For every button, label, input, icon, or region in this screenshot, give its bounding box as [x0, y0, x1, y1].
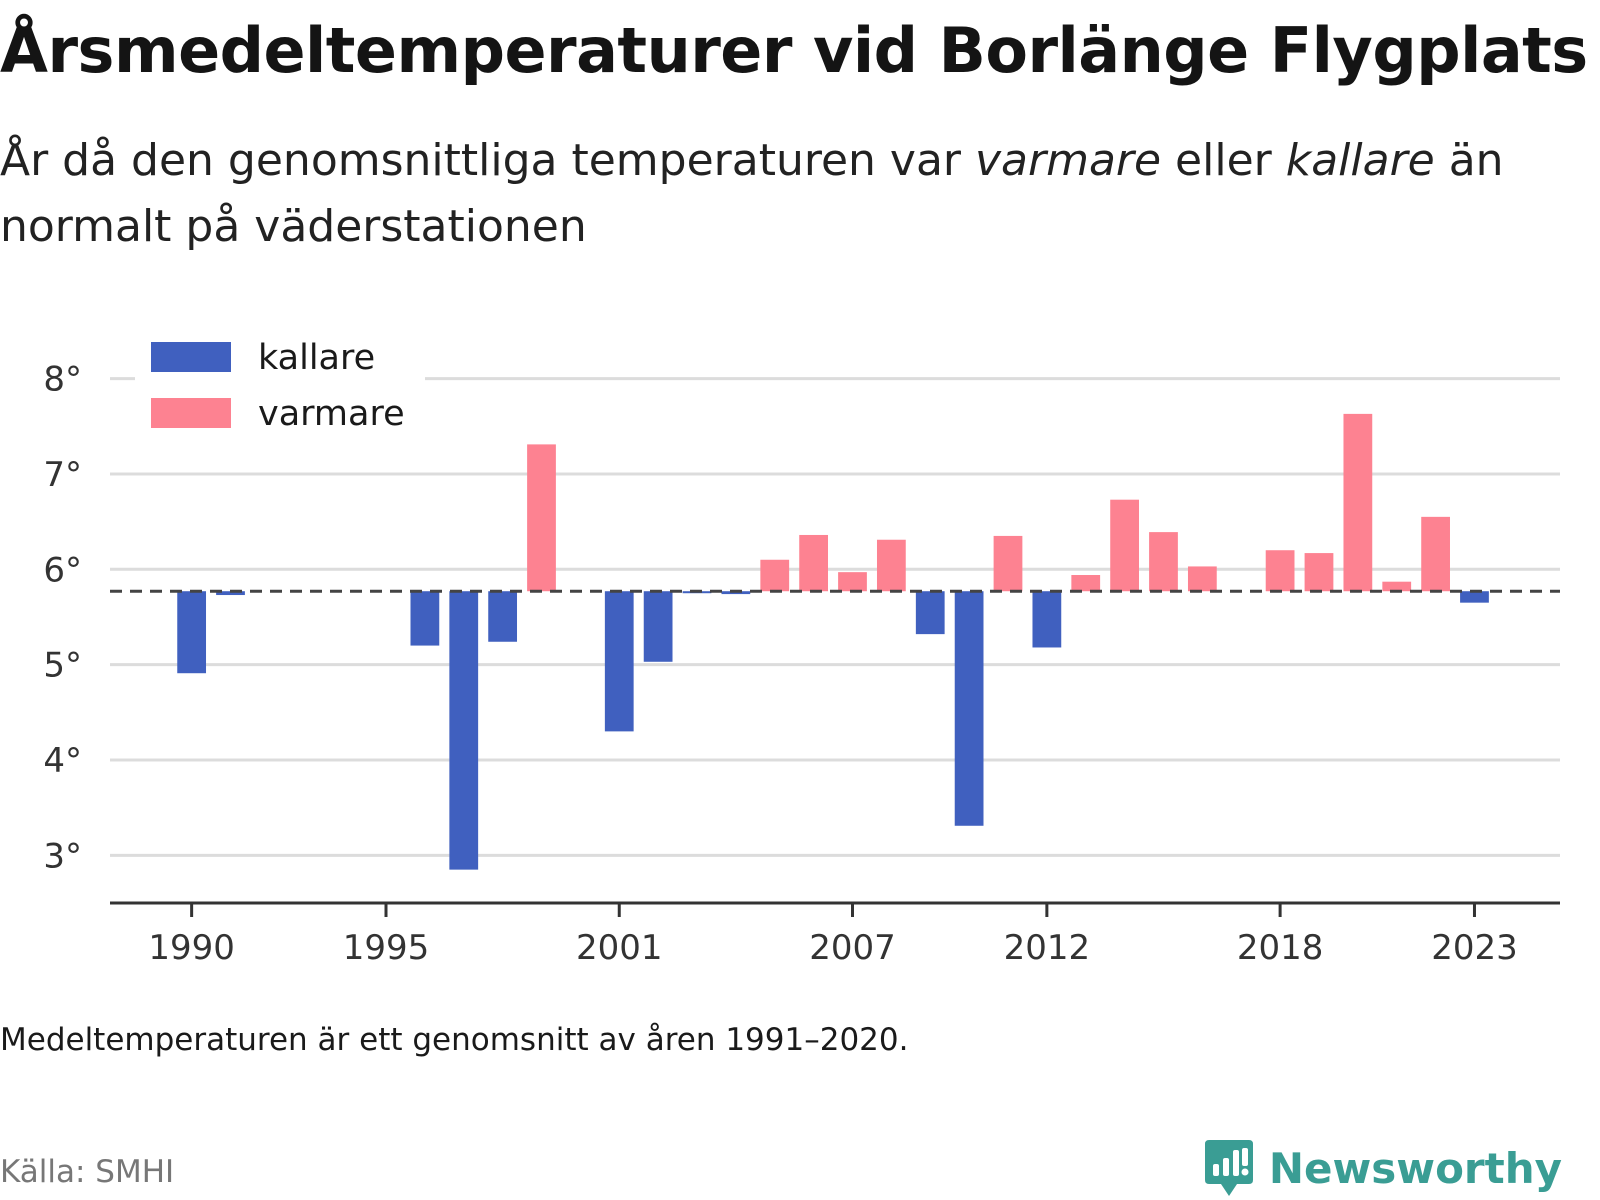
y-tick-label: 6°: [43, 550, 82, 590]
bar-varmare: [1110, 499, 1139, 592]
y-axis-ticks: 3° 4° 5° 6° 7° 8°: [43, 360, 82, 877]
footnote: Medeltemperaturen är ett genomsnitt av å…: [0, 1022, 909, 1058]
brand-logo[interactable]: Newsworthy: [1203, 1138, 1562, 1198]
bar-kallare: [410, 591, 440, 646]
bar-kallare: [915, 591, 945, 635]
x-tick-label: 2012: [1004, 928, 1091, 968]
bar-kallare: [488, 591, 518, 642]
bar-varmare: [760, 559, 790, 592]
y-tick-label: 3°: [43, 836, 82, 876]
x-axis: 1990 1995 2001 2007 2012 2018 2023: [110, 901, 1560, 968]
bar-varmare: [876, 539, 906, 592]
bar-varmare: [1382, 581, 1412, 592]
y-tick-label: 8°: [43, 360, 82, 400]
bar-varmare: [993, 535, 1023, 592]
bar-varmare: [1187, 566, 1217, 592]
bar-varmare: [1265, 550, 1295, 592]
bar-kallare: [1460, 591, 1489, 603]
legend-swatch-kallare: [151, 342, 231, 372]
legend-label-kallare: kallare: [258, 338, 375, 378]
subtitle-part-3: än normalt på väderstationen: [0, 135, 1504, 252]
bar-varmare: [799, 534, 829, 592]
chart-subtitle: År då den genomsnittliga temperaturen va…: [0, 128, 1540, 260]
legend: kallare varmare: [135, 334, 425, 454]
x-tick-label: 1995: [343, 928, 430, 968]
bars: [177, 413, 1489, 870]
bar-varmare: [1149, 532, 1178, 592]
y-tick-label: 5°: [43, 646, 82, 686]
legend-label-varmare: varmare: [258, 394, 405, 434]
bar-kallare: [954, 591, 984, 826]
bar-varmare: [1071, 575, 1101, 592]
bar-varmare: [1421, 516, 1450, 592]
subtitle-part-1: År då den genomsnittliga temperaturen va…: [0, 135, 975, 186]
bar-varmare: [1343, 413, 1373, 592]
bar-kallare: [604, 591, 634, 732]
subtitle-warm-word: varmare: [974, 135, 1162, 186]
bar-chart: 3° 4° 5° 6° 7° 8° 1990 1995 2001 2007 2012 2018 202…: [43, 334, 1560, 968]
bar-kallare: [643, 591, 673, 662]
x-tick-label: 2018: [1237, 928, 1324, 968]
bar-kallare: [216, 591, 245, 596]
x-tick-label: 2001: [576, 928, 663, 968]
x-tick-label: 2023: [1431, 928, 1518, 968]
y-tick-label: 7°: [43, 455, 82, 495]
brand-chart-icon: [1204, 1140, 1253, 1196]
source-label: Källa: SMHI: [0, 1154, 175, 1190]
y-tick-label: 4°: [43, 741, 82, 781]
x-tick-label: 2007: [809, 928, 896, 968]
bar-varmare: [1304, 553, 1334, 592]
bar-varmare: [527, 444, 556, 592]
bar-varmare: [838, 572, 867, 592]
subtitle-cold-word: kallare: [1285, 135, 1435, 186]
chart-title: Årsmedeltemperaturer vid Borlänge Flygpl…: [0, 14, 1588, 87]
subtitle-part-2: eller: [1161, 135, 1286, 186]
bar-kallare: [449, 591, 479, 870]
bar-kallare: [177, 591, 207, 674]
bar-kallare: [1032, 591, 1062, 648]
x-tick-label: 1990: [148, 928, 235, 968]
legend-swatch-varmare: [151, 398, 231, 428]
brand-name: Newsworthy: [1268, 1143, 1562, 1193]
